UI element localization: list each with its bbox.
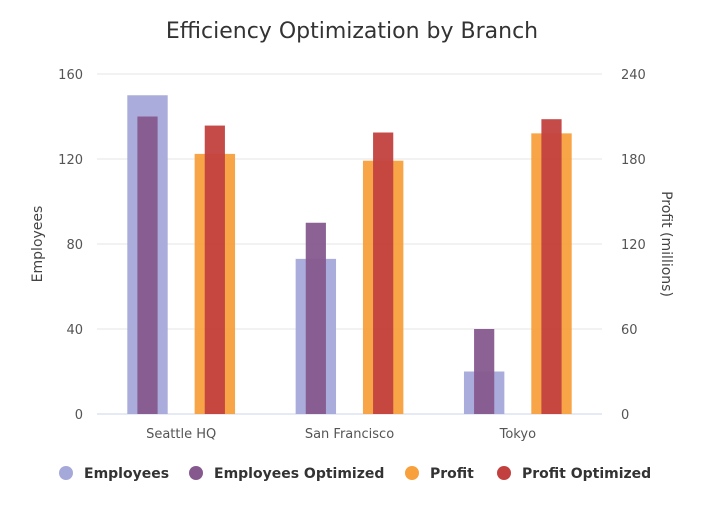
left-axis-ticks: 0 40 80 120 160 [58, 68, 83, 423]
bar-profit-optimized[interactable] [541, 119, 562, 415]
right-tick-label: 180 [621, 153, 646, 168]
right-tick-label: 60 [621, 323, 638, 338]
legend-label[interactable]: Employees [84, 466, 169, 482]
legend-label[interactable]: Employees Optimized [214, 466, 384, 482]
legend-label[interactable]: Profit Optimized [522, 466, 651, 482]
legend-marker[interactable] [497, 466, 511, 480]
x-tick-label: Tokyo [499, 427, 536, 442]
left-tick-label: 40 [66, 323, 83, 338]
x-tick-label: San Francisco [305, 427, 394, 442]
right-tick-label: 240 [621, 68, 646, 83]
bars [127, 95, 572, 415]
chart-title: Efficiency Optimization by Branch [166, 19, 538, 44]
bar-employees-optimized[interactable] [137, 116, 158, 415]
left-tick-label: 160 [58, 68, 83, 83]
legend-marker[interactable] [405, 466, 419, 480]
legend: Employees Employees Optimized Profit Profit… [59, 466, 651, 482]
right-axis-title: Profit (millions) [658, 191, 674, 297]
left-axis-title: Employees [30, 206, 46, 283]
bar-employees-optimized[interactable] [474, 329, 495, 414]
left-tick-label: 80 [66, 238, 83, 253]
left-tick-label: 0 [75, 408, 83, 423]
right-axis-ticks: 0 60 120 180 240 [621, 68, 646, 423]
left-tick-label: 120 [58, 153, 83, 168]
bar-profit-optimized[interactable] [204, 125, 225, 415]
legend-label[interactable]: Profit [430, 466, 474, 482]
legend-marker[interactable] [59, 466, 73, 480]
grid-lines [97, 73, 602, 415]
bar-employees-optimized[interactable] [305, 222, 326, 414]
x-tick-label: Seattle HQ [146, 427, 216, 442]
x-axis-ticks: Seattle HQ San Francisco Tokyo [146, 427, 536, 442]
legend-marker[interactable] [189, 466, 203, 480]
bar-profit-optimized[interactable] [373, 132, 394, 414]
right-tick-label: 0 [621, 408, 629, 423]
right-tick-label: 120 [621, 238, 646, 253]
